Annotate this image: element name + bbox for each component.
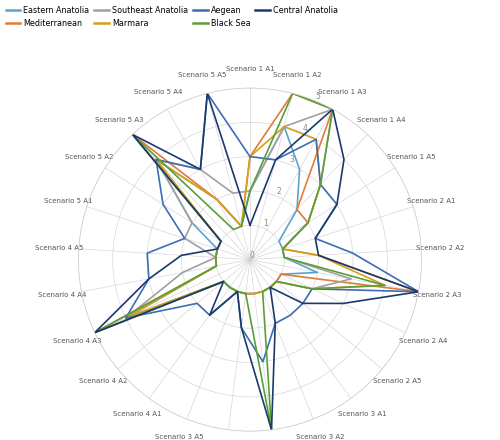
Legend: Eastern Anatolia, Mediterranean, Southeast Anatolia, Marmara, Aegean, Black Sea,: Eastern Anatolia, Mediterranean, Southea…	[4, 4, 340, 29]
